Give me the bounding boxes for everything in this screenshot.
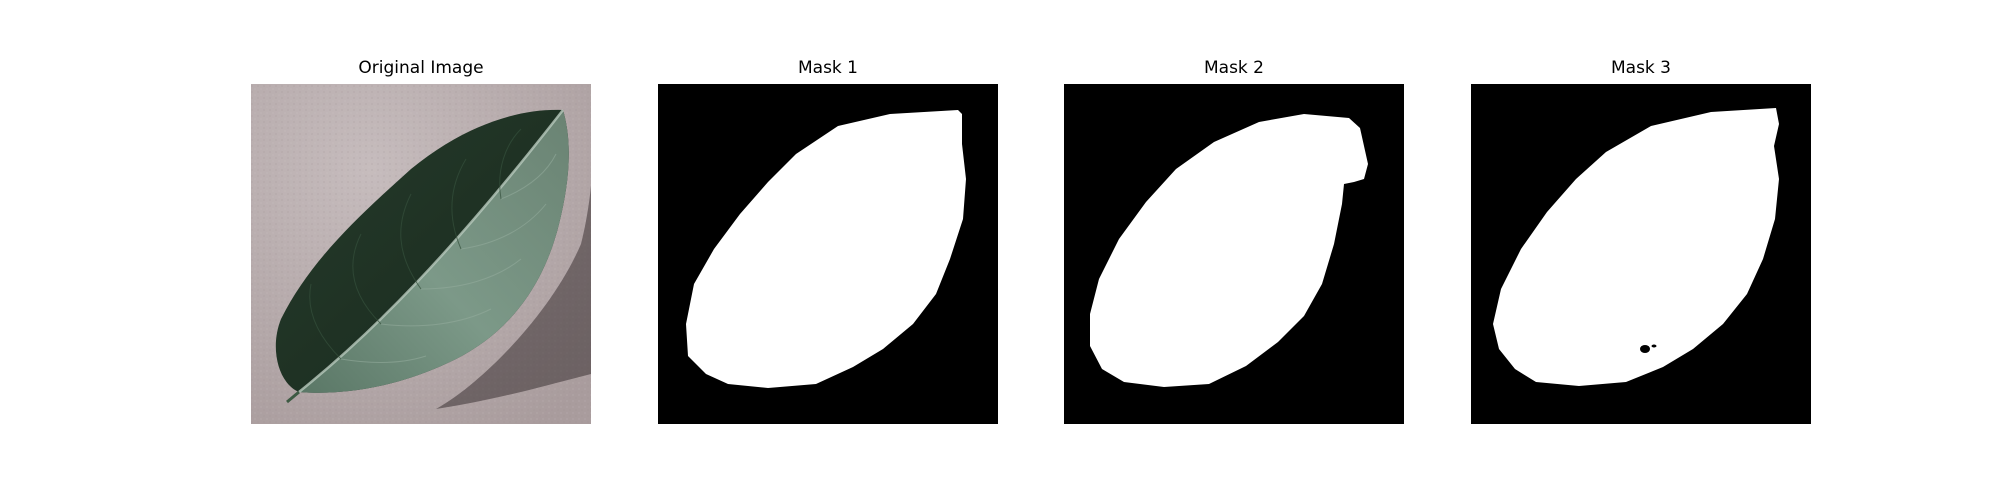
panel-title: Original Image <box>358 58 484 78</box>
mask-image <box>1471 84 1811 424</box>
panel-title: Mask 2 <box>1203 58 1264 78</box>
leaf-photo <box>251 84 591 424</box>
mask-image <box>1064 84 1404 424</box>
mask-image <box>658 84 998 424</box>
panel-title: Mask 3 <box>1610 58 1671 78</box>
panel-title: Mask 1 <box>797 58 858 78</box>
